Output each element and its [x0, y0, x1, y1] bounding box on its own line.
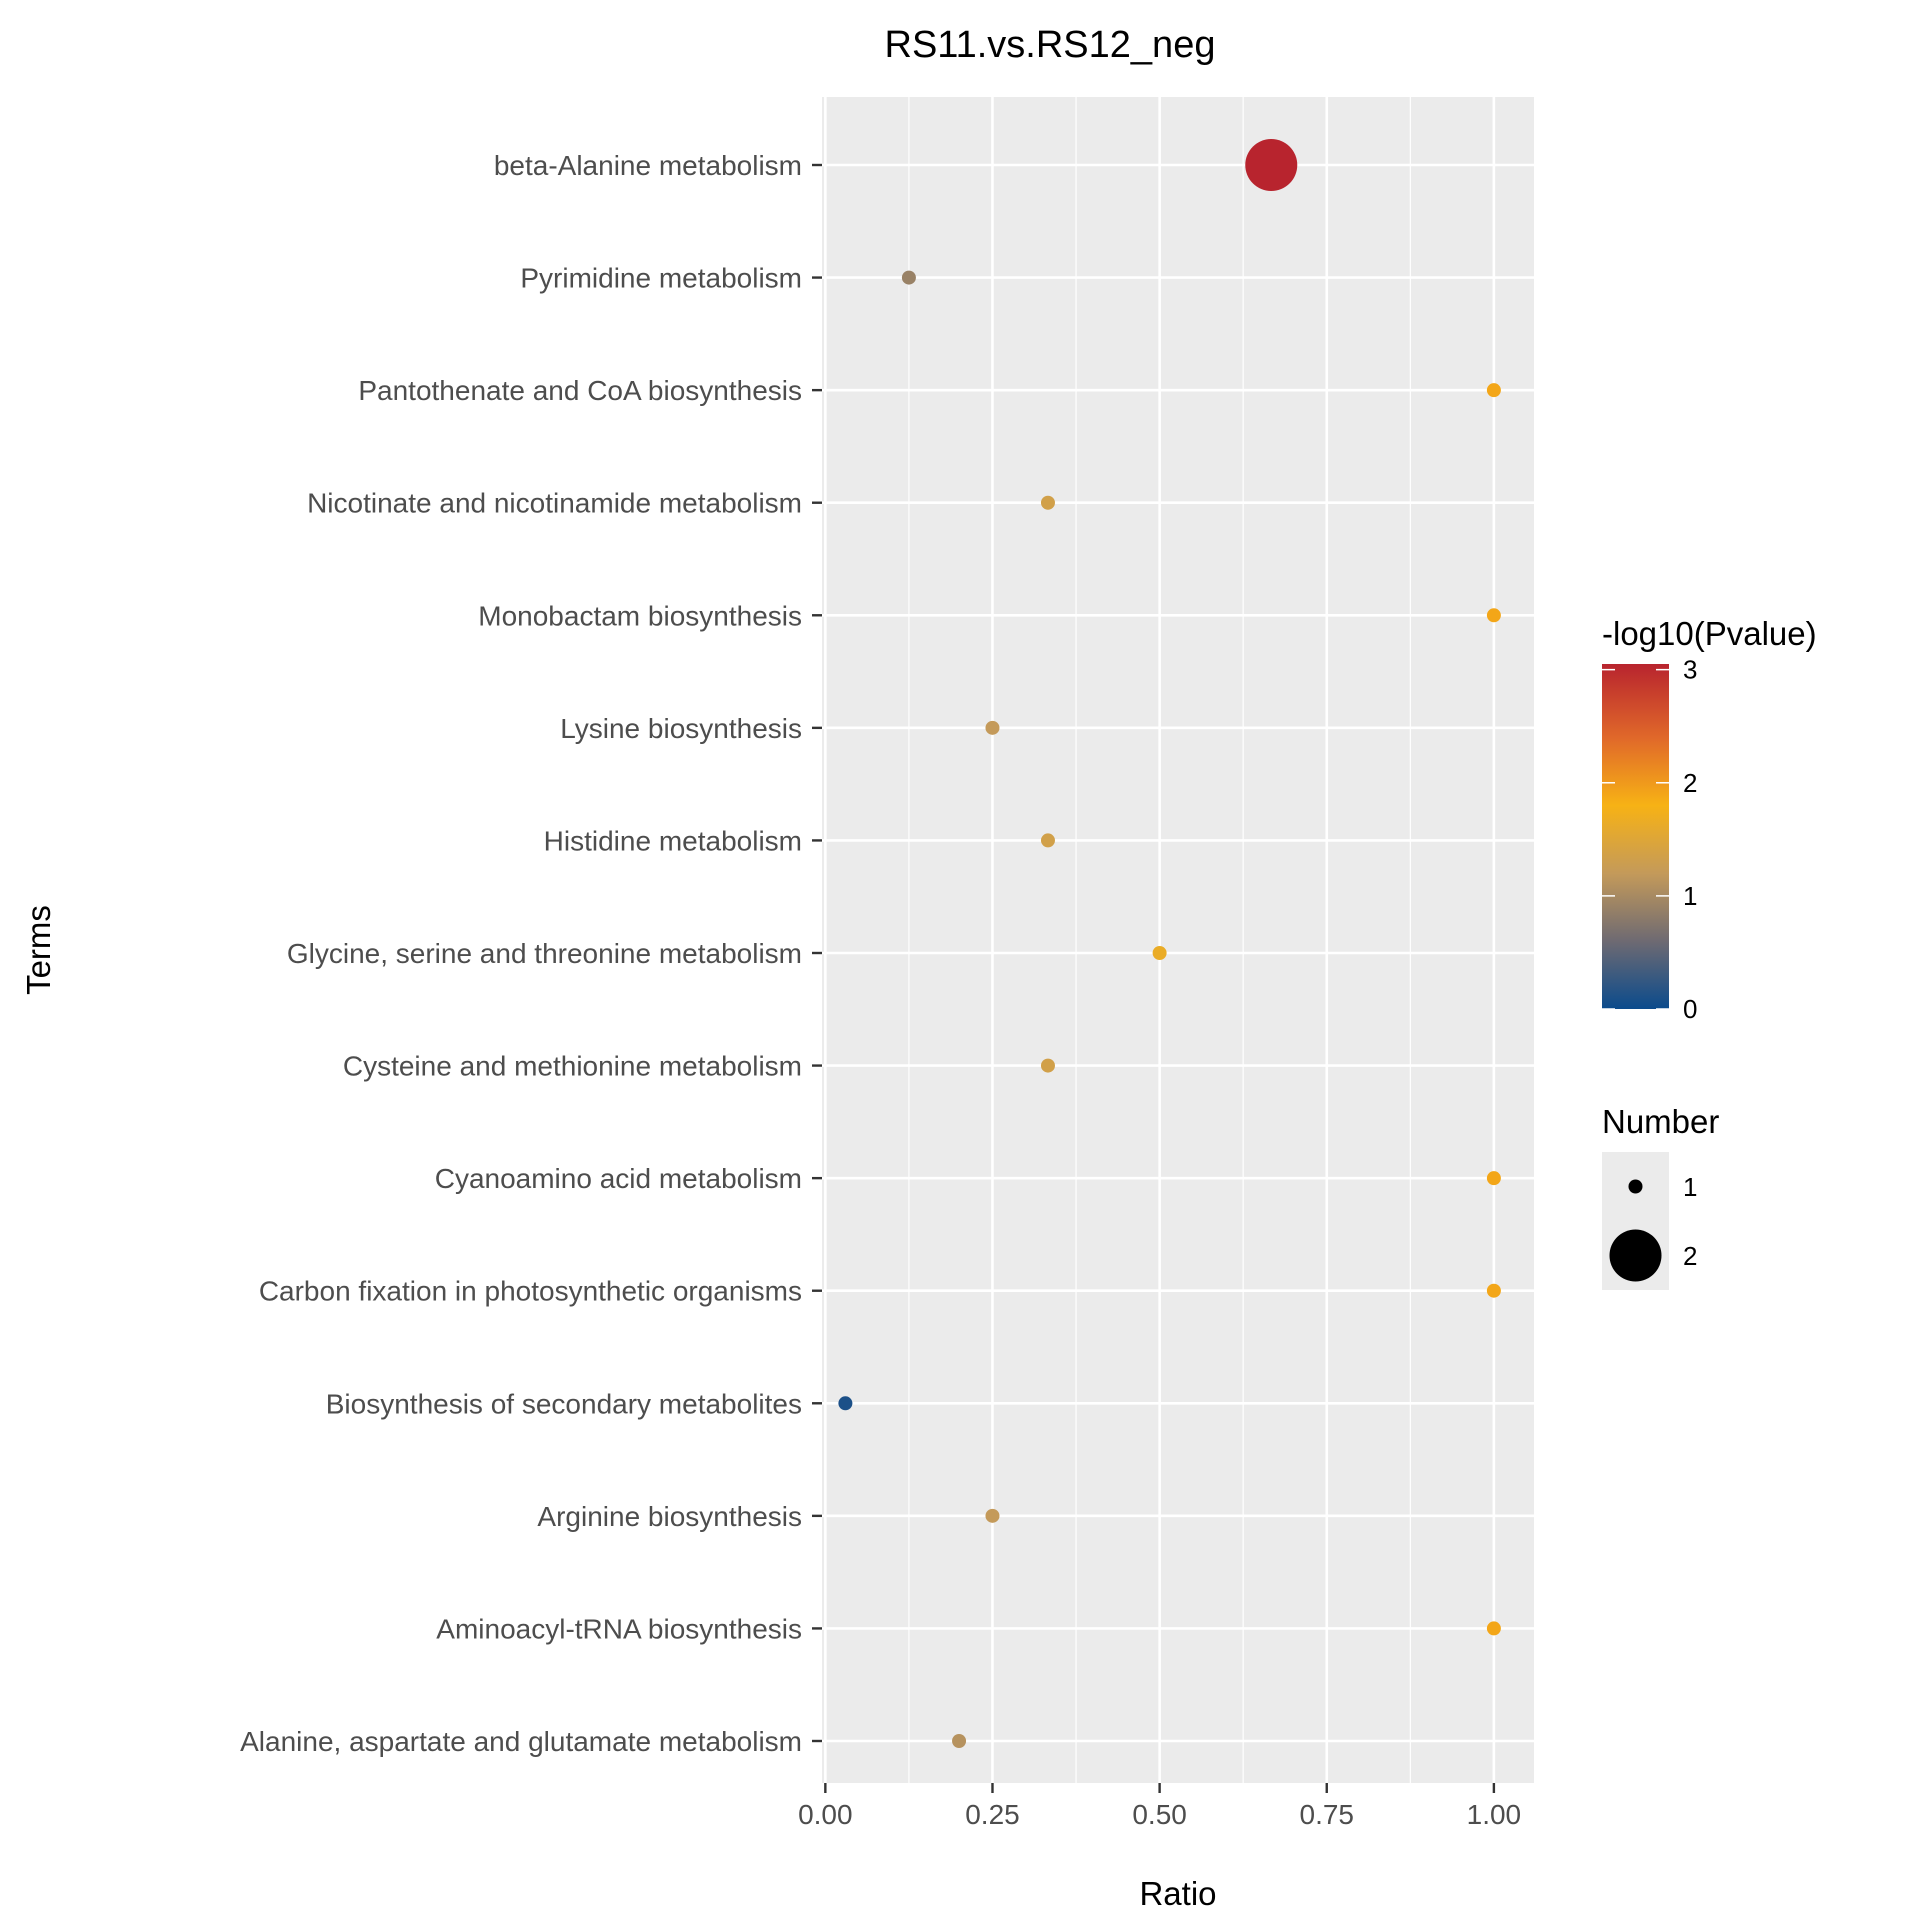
size-legend-point — [1609, 1229, 1662, 1282]
colorbar-ticks: 0 1 2 3 — [1602, 655, 1697, 1024]
data-point — [1040, 1058, 1055, 1073]
x-axis-title: Ratio — [1139, 1875, 1216, 1912]
data-point — [838, 1396, 853, 1411]
colorbar-tick-label: 0 — [1683, 994, 1697, 1024]
y-axis: beta-Alanine metabolism Pyrimidine metabo… — [240, 150, 822, 1757]
data-point — [985, 1508, 1000, 1523]
grid-lines — [822, 97, 1534, 1783]
y-tick-label: Aminoacyl-tRNA biosynthesis — [436, 1613, 802, 1644]
data-point — [1486, 383, 1501, 398]
data-point — [1486, 1621, 1501, 1636]
data-point — [1486, 608, 1501, 623]
y-tick-label: Arginine biosynthesis — [537, 1501, 802, 1532]
y-tick-label: Pantothenate and CoA biosynthesis — [358, 375, 802, 406]
size-legend-label: 2 — [1683, 1241, 1697, 1271]
y-tick-label: Glycine, serine and threonine metabolism — [287, 938, 802, 969]
colorbar-tick-label: 1 — [1683, 881, 1697, 911]
y-tick-label: Monobactam biosynthesis — [478, 600, 802, 631]
y-tick-label: Biosynthesis of secondary metabolites — [326, 1388, 802, 1419]
data-point — [1486, 1283, 1501, 1298]
color-legend-title: -log10(Pvalue) — [1602, 615, 1817, 652]
data-points — [838, 139, 1501, 1748]
y-tick-label: Histidine metabolism — [544, 825, 802, 856]
y-tick-label: Cysteine and methionine metabolism — [343, 1051, 802, 1082]
y-tick-label: Nicotinate and nicotinamide metabolism — [307, 488, 802, 519]
data-point — [1245, 139, 1298, 191]
data-point — [1486, 1171, 1501, 1186]
data-point — [1040, 833, 1055, 848]
y-tick-label: Cyanoamino acid metabolism — [435, 1163, 802, 1194]
x-tick-label: 0.50 — [1132, 1799, 1187, 1830]
plot-panel — [822, 97, 1534, 1783]
y-tick-label: beta-Alanine metabolism — [494, 150, 802, 181]
colorbar-tick-label: 3 — [1683, 655, 1697, 685]
y-tick-label: Alanine, aspartate and glutamate metabol… — [240, 1726, 802, 1757]
size-legend-items: 12 — [1602, 1152, 1697, 1290]
y-tick-label: Lysine biosynthesis — [560, 713, 802, 744]
color-legend: -log10(Pvalue) 0 1 2 3 — [1602, 615, 1817, 1024]
x-tick-label: 0.00 — [798, 1799, 853, 1830]
colorbar-tick-label: 2 — [1683, 768, 1697, 798]
data-point — [1040, 495, 1055, 510]
size-legend-title: Number — [1602, 1103, 1719, 1140]
x-axis: 0.00 0.25 0.50 0.75 1.00 — [798, 1783, 1521, 1830]
y-axis-title: Terms — [20, 905, 57, 995]
y-tick-label: Pyrimidine metabolism — [520, 263, 802, 294]
size-legend-label: 1 — [1683, 1172, 1697, 1202]
data-point — [952, 1734, 967, 1748]
data-point — [985, 720, 1000, 735]
x-tick-label: 0.25 — [965, 1799, 1020, 1830]
data-point — [901, 270, 916, 285]
size-legend: Number 12 — [1602, 1103, 1719, 1290]
size-legend-point — [1628, 1179, 1643, 1194]
colorbar — [1602, 664, 1669, 1009]
x-tick-label: 1.00 — [1467, 1799, 1522, 1830]
y-tick-label: Carbon fixation in photosynthetic organi… — [259, 1276, 802, 1307]
x-tick-label: 0.75 — [1300, 1799, 1355, 1830]
chart-title: RS11.vs.RS12_neg — [885, 24, 1216, 66]
data-point — [1152, 946, 1167, 960]
